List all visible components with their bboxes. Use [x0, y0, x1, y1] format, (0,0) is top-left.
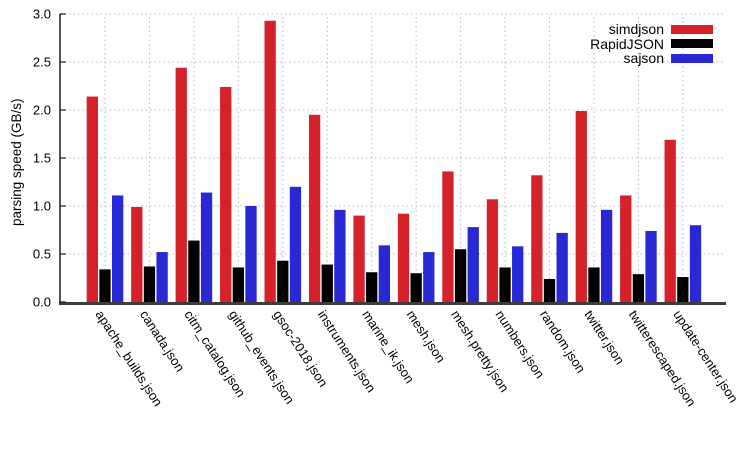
- bar-simdjson-gsoc-2018.json: [264, 20, 276, 302]
- x-tick-label: twitter.json: [581, 307, 627, 367]
- y-tick-label: 3.0: [33, 7, 51, 22]
- bar-RapidJSON-twitterescaped.json: [632, 274, 645, 302]
- legend-swatch-sajson: [671, 53, 713, 63]
- y-axis-title: parsing speed (GB/s): [9, 98, 24, 226]
- x-tick-label: mesh.json: [404, 307, 449, 365]
- bar-simdjson-instruments.json: [308, 114, 321, 302]
- bar-RapidJSON-random.json: [543, 278, 556, 302]
- bar-simdjson-apache_builds.json: [86, 96, 98, 302]
- bar-sajson-random.json: [556, 232, 568, 302]
- y-tick-label: 1.0: [33, 199, 51, 214]
- bar-RapidJSON-canada.json: [143, 266, 156, 302]
- bar-simdjson-update-center.json: [664, 139, 676, 302]
- bar-sajson-mesh.pretty.json: [467, 227, 479, 302]
- x-tick-label: random.json: [537, 307, 589, 375]
- bar-sajson-mesh.json: [423, 252, 435, 302]
- bar-RapidJSON-marine_ik.json: [366, 272, 378, 302]
- legend-label-rapidjson: RapidJSON: [590, 35, 664, 52]
- legend-label-simdjson: simdjson: [608, 21, 664, 38]
- bar-RapidJSON-github_events.json: [232, 267, 244, 302]
- y-tick-label: 0.5: [33, 247, 51, 262]
- bar-RapidJSON-gsoc-2018.json: [277, 260, 289, 302]
- bar-sajson-numbers.json: [512, 246, 524, 302]
- bar-RapidJSON-twitter.json: [588, 267, 600, 302]
- bar-RapidJSON-mesh.pretty.json: [454, 249, 467, 302]
- bar-sajson-gsoc-2018.json: [289, 186, 302, 302]
- legend-swatch-rapidjson: [671, 39, 713, 49]
- bar-RapidJSON-instruments.json: [321, 264, 333, 302]
- legend-label-sajson: sajson: [623, 50, 664, 67]
- bar-simdjson-random.json: [531, 175, 543, 302]
- bar-sajson-github_events.json: [245, 206, 257, 302]
- bar-RapidJSON-citm_catalog.json: [188, 240, 200, 302]
- bar-simdjson-twitterescaped.json: [620, 195, 632, 302]
- legend: simdjson RapidJSON sajson: [590, 22, 713, 66]
- bar-sajson-citm_catalog.json: [200, 192, 213, 302]
- bar-sajson-apache_builds.json: [112, 195, 124, 302]
- bar-sajson-marine_ik.json: [378, 245, 390, 302]
- bar-simdjson-twitter.json: [575, 110, 587, 303]
- bar-simdjson-github_events.json: [220, 86, 232, 303]
- legend-item-rapidjson: RapidJSON: [590, 37, 713, 52]
- bar-simdjson-citm_catalog.json: [175, 67, 187, 302]
- bar-simdjson-numbers.json: [486, 199, 499, 302]
- bar-RapidJSON-mesh.json: [410, 273, 422, 302]
- bar-simdjson-mesh.json: [397, 213, 410, 302]
- bar-RapidJSON-numbers.json: [499, 267, 511, 302]
- bar-sajson-instruments.json: [334, 209, 346, 302]
- legend-swatch-simdjson: [671, 24, 713, 34]
- bar-sajson-twitterescaped.json: [645, 230, 657, 302]
- y-tick-label: 2.5: [33, 55, 51, 70]
- legend-item-sajson: sajson: [624, 51, 713, 66]
- y-tick-label: 2.0: [33, 103, 51, 118]
- bar-simdjson-mesh.pretty.json: [442, 171, 454, 302]
- legend-item-simdjson: simdjson: [609, 22, 713, 37]
- bar-sajson-twitter.json: [600, 209, 613, 302]
- x-tick-label: canada.json: [137, 307, 188, 374]
- bar-simdjson-marine_ik.json: [353, 215, 365, 302]
- bar-RapidJSON-update-center.json: [677, 277, 689, 302]
- bar-RapidJSON-apache_builds.json: [99, 269, 111, 302]
- y-tick-label: 0.0: [33, 295, 51, 310]
- bar-sajson-canada.json: [156, 252, 168, 302]
- y-tick-label: 1.5: [33, 151, 51, 166]
- bar-simdjson-canada.json: [131, 206, 143, 302]
- bar-sajson-update-center.json: [689, 225, 702, 302]
